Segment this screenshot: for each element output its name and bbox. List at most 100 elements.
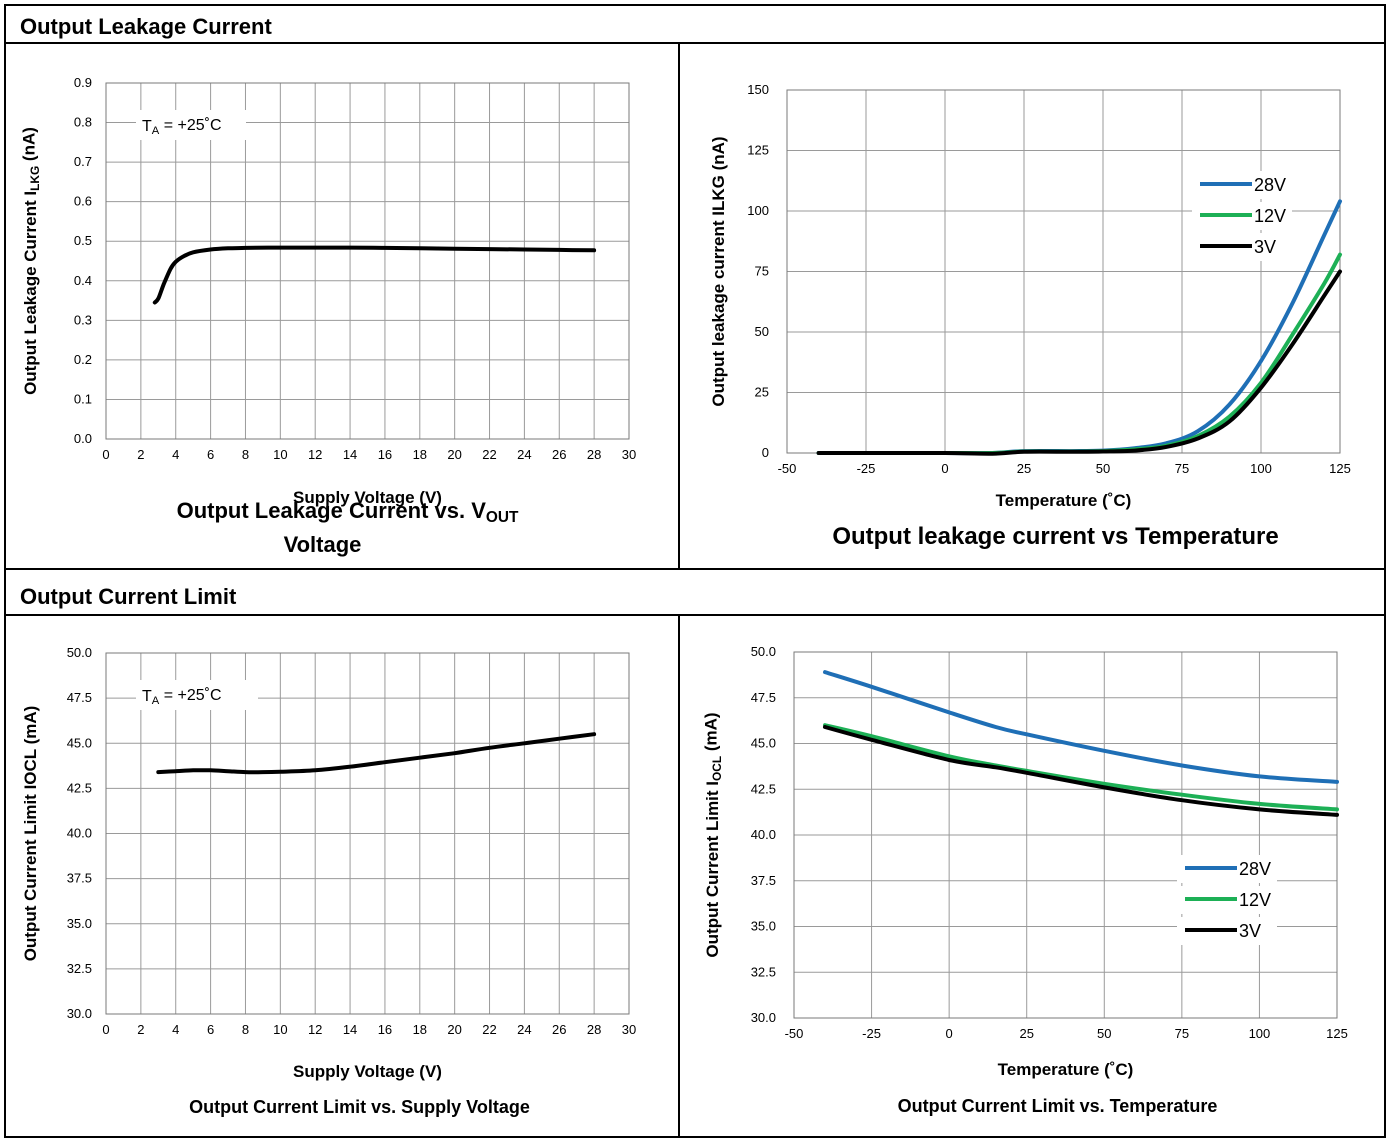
x-tick-label: 100 — [1249, 1026, 1271, 1041]
x-tick-label: -25 — [857, 461, 876, 476]
y-tick-label: 40.0 — [751, 827, 776, 842]
temperature-annotation: TA = +25˚C — [142, 687, 222, 707]
x-tick-label: 28 — [587, 1022, 601, 1037]
y-tick-label: 35.0 — [751, 919, 776, 934]
y-tick-label: 0.1 — [74, 391, 92, 406]
plot-area — [105, 82, 630, 440]
x-tick-label: 75 — [1175, 1026, 1189, 1041]
plot-area — [793, 651, 1338, 1019]
x-tick-label: 20 — [447, 1022, 461, 1037]
y-tick-label: 32.5 — [751, 964, 776, 979]
x-tick-label: 0 — [102, 447, 109, 462]
y-tick-label: 30.0 — [67, 1006, 92, 1021]
legend-label: 12V — [1239, 890, 1271, 910]
x-tick-label: 8 — [242, 1022, 249, 1037]
x-tick-label: 10 — [273, 447, 287, 462]
chart-current-limit-vs-temperature: -50 -25 0 25 50 75 100 125 30.0 32.5 35.0 37.5 40.0 4… — [702, 644, 1348, 1116]
x-tick-label: 24 — [517, 447, 531, 462]
y-tick-label: 35.0 — [67, 916, 92, 931]
y-tick-label: 32.5 — [67, 961, 92, 976]
series-line-12V — [816, 252, 1342, 456]
series-line-28V — [823, 670, 1339, 784]
annotation-box — [136, 110, 246, 140]
x-tick-label: 125 — [1326, 1026, 1348, 1041]
divider — [4, 42, 1386, 44]
x-tick-label: 100 — [1250, 461, 1272, 476]
y-tick-label: 50 — [755, 324, 769, 339]
y-axis-label: Output Leakage Current ILKG (nA) — [20, 127, 42, 395]
x-tick-label: 0 — [102, 1022, 109, 1037]
y-tick-label: 150 — [747, 82, 769, 97]
temperature-annotation: TA = +25˚C — [142, 117, 222, 137]
x-tick-label: 75 — [1175, 461, 1189, 476]
series-line-data — [156, 732, 597, 775]
x-tick-label: 14 — [343, 1022, 357, 1037]
x-tick-label: 25 — [1019, 1026, 1033, 1041]
section-title-current-limit: Output Current Limit — [20, 584, 237, 609]
y-tick-label: 37.5 — [67, 871, 92, 886]
legend-label: 28V — [1254, 175, 1286, 195]
y-tick-label: 125 — [747, 143, 769, 158]
y-tick-label: 100 — [747, 203, 769, 218]
y-tick-label: 37.5 — [751, 873, 776, 888]
x-tick-label: 16 — [378, 1022, 392, 1037]
x-tick-label: 6 — [207, 447, 214, 462]
x-tick-label: 26 — [552, 1022, 566, 1037]
y-tick-label: 75 — [755, 264, 769, 279]
figure-frame — [4, 4, 1386, 1138]
x-tick-label: 50 — [1097, 1026, 1111, 1041]
x-tick-label: 22 — [482, 447, 496, 462]
y-tick-label: 0.2 — [74, 352, 92, 367]
y-axis-label: Output Current Limit IOCL (mA) — [702, 712, 724, 957]
y-tick-label: 0.5 — [74, 233, 92, 248]
x-tick-label: 16 — [378, 447, 392, 462]
legend-label: 12V — [1254, 206, 1286, 226]
x-tick-label: 50 — [1096, 461, 1110, 476]
x-tick-label: 125 — [1329, 461, 1351, 476]
divider — [678, 42, 680, 568]
annotation-box — [136, 680, 258, 710]
y-tick-label: 0.8 — [74, 115, 92, 130]
chart-title: Output Leakage Current vs. VOUT — [177, 498, 519, 526]
divider — [678, 614, 680, 1138]
x-tick-label: 2 — [137, 447, 144, 462]
y-tick-label: 45.0 — [751, 736, 776, 751]
divider — [4, 614, 1386, 616]
x-tick-label: 30 — [622, 1022, 636, 1037]
x-tick-label: 18 — [413, 447, 427, 462]
y-tick-label: 47.5 — [751, 690, 776, 705]
legend-label: 3V — [1239, 921, 1261, 941]
x-tick-label: 22 — [482, 1022, 496, 1037]
plot-area — [105, 652, 630, 1015]
y-tick-label: 30.0 — [751, 1010, 776, 1025]
chart-leakage-vs-voltage: 0 2 4 6 8 10 12 14 16 18 20 22 24 26 28 300.00.10.20.30… — [20, 75, 637, 557]
series-line-3V — [823, 725, 1339, 817]
x-axis-label: Supply Voltage (V) — [293, 488, 442, 507]
x-tick-label: 10 — [273, 1022, 287, 1037]
y-axis-label: Output leakage current ILKG (nA) — [709, 136, 728, 406]
y-tick-label: 47.5 — [67, 690, 92, 705]
y-tick-label: 50.0 — [751, 644, 776, 659]
x-tick-label: 2 — [137, 1022, 144, 1037]
y-tick-label: 42.5 — [67, 780, 92, 795]
y-tick-label: 0.4 — [74, 273, 92, 288]
y-axis-label: Output Current Limit IOCL (mA) — [21, 706, 40, 962]
series-line-12V — [823, 723, 1339, 812]
y-tick-label: 50.0 — [67, 645, 92, 660]
section-title-leakage: Output Leakage Current — [20, 14, 272, 39]
y-tick-label: 0.7 — [74, 154, 92, 169]
x-tick-label: 26 — [552, 447, 566, 462]
y-tick-label: 42.5 — [751, 781, 776, 796]
chart-current-limit-vs-voltage: 0 2 4 6 8 10 12 14 16 18 20 22 24 26 28 3030.032.535.03… — [21, 645, 636, 1117]
x-tick-label: 24 — [517, 1022, 531, 1037]
x-tick-label: 20 — [447, 447, 461, 462]
x-tick-label: 30 — [622, 447, 636, 462]
x-axis-label: Temperature (˚C) — [996, 491, 1132, 510]
y-tick-label: 45.0 — [67, 735, 92, 750]
divider — [4, 568, 1386, 570]
series-line-data — [152, 245, 597, 305]
x-tick-label: 4 — [172, 1022, 179, 1037]
x-axis-label: Supply Voltage (V) — [293, 1062, 442, 1081]
y-tick-label: 0.3 — [74, 312, 92, 327]
series-line-3V — [816, 269, 1342, 456]
